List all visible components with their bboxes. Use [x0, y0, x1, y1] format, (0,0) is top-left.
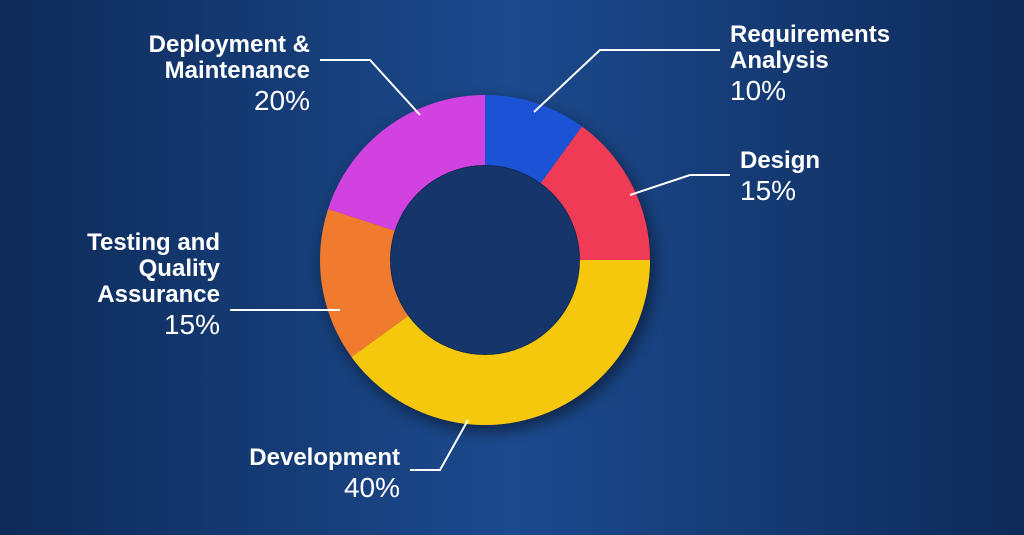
- slice-label-3: Testing and: [87, 229, 220, 256]
- slice-percent-0: 10%: [730, 75, 786, 106]
- slice-label-2: Development: [249, 444, 400, 471]
- slice-percent-4: 20%: [254, 85, 310, 116]
- slice-label-0: Analysis: [730, 47, 829, 74]
- donut-chart: RequirementsAnalysis10%Design15%Developm…: [0, 0, 1024, 535]
- slice-label-3: Assurance: [97, 281, 220, 308]
- donut-hole: [391, 166, 579, 354]
- slice-percent-3: 15%: [164, 309, 220, 340]
- slice-label-1: Design: [740, 147, 820, 174]
- slice-percent-1: 15%: [740, 175, 796, 206]
- slice-label-4: Maintenance: [165, 57, 310, 84]
- slice-label-4: Deployment &: [149, 31, 310, 58]
- slice-label-3: Quality: [139, 255, 221, 282]
- slice-percent-2: 40%: [344, 472, 400, 503]
- slice-label-0: Requirements: [730, 21, 890, 48]
- donut-ring: [320, 95, 650, 425]
- donut-chart-container: RequirementsAnalysis10%Design15%Developm…: [0, 0, 1024, 535]
